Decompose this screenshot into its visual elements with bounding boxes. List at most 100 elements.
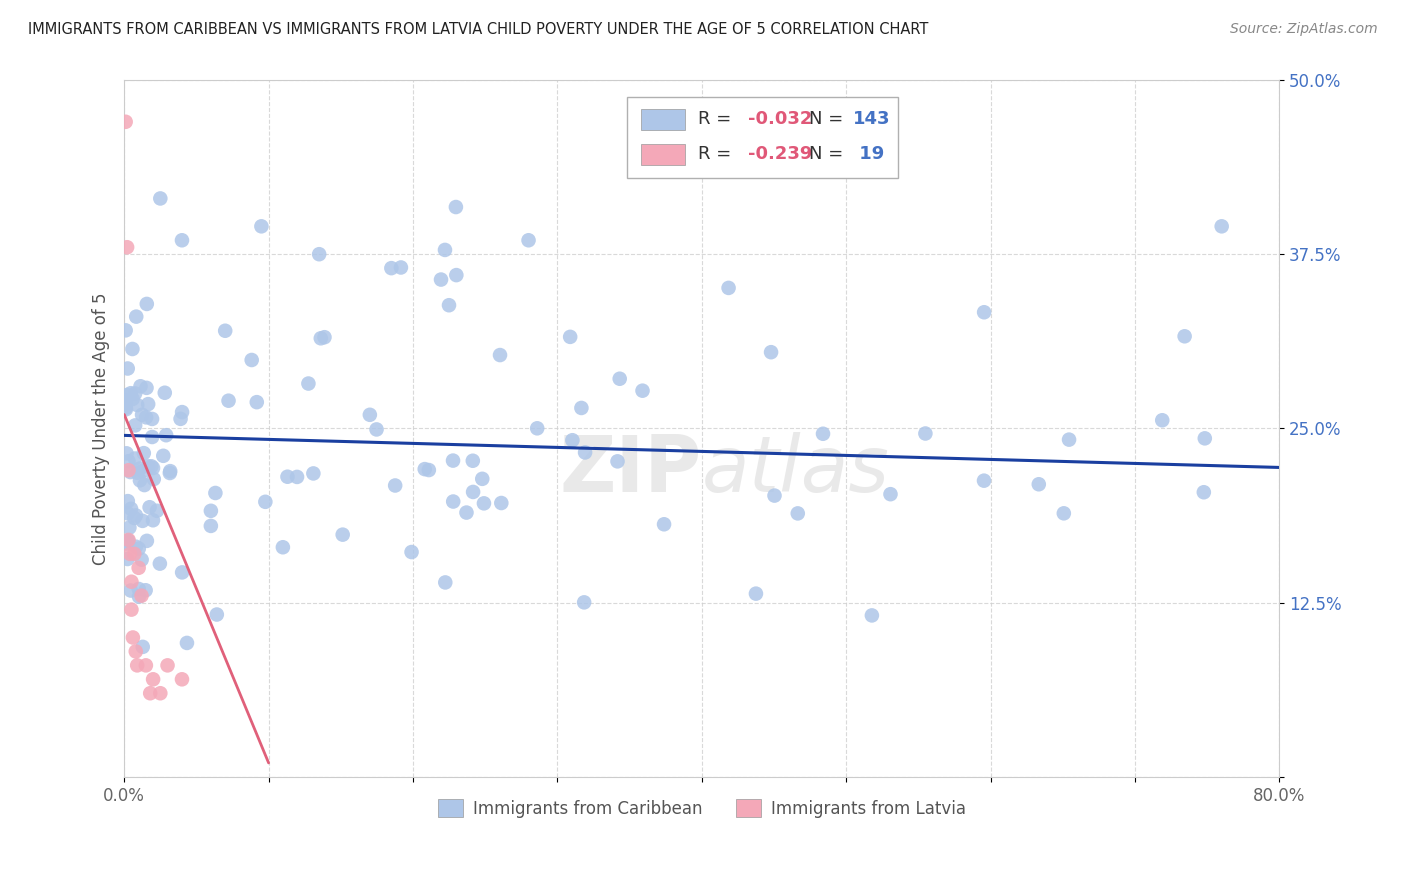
Point	[129, 379, 152, 393]
Point	[240, 353, 263, 368]
Point	[526, 421, 548, 435]
Point	[155, 428, 177, 442]
Point	[136, 459, 159, 474]
Point	[308, 247, 330, 261]
Point	[135, 381, 157, 395]
Point	[446, 268, 468, 282]
Text: R =: R =	[699, 110, 737, 128]
Point	[214, 324, 236, 338]
Point	[152, 449, 174, 463]
Point	[1057, 433, 1080, 447]
Point	[1028, 477, 1050, 491]
Point	[127, 398, 149, 412]
Point	[1211, 219, 1233, 234]
Text: atlas: atlas	[702, 433, 890, 508]
Point	[571, 401, 593, 415]
Text: -0.032: -0.032	[748, 110, 813, 128]
Point	[124, 418, 146, 433]
Point	[127, 466, 149, 480]
Point	[914, 426, 936, 441]
Point	[1194, 431, 1216, 445]
Point	[389, 260, 412, 275]
Point	[118, 520, 141, 534]
Point	[461, 485, 484, 500]
Point	[117, 534, 139, 549]
Point	[141, 412, 163, 426]
Point	[125, 310, 148, 324]
Point	[609, 372, 631, 386]
Point	[430, 272, 453, 286]
Point	[149, 686, 172, 700]
FancyBboxPatch shape	[641, 145, 685, 165]
Text: R =: R =	[699, 145, 737, 163]
Point	[380, 261, 402, 276]
Point	[114, 115, 136, 129]
Point	[115, 402, 138, 417]
Point	[359, 408, 381, 422]
Point	[131, 514, 153, 528]
FancyBboxPatch shape	[627, 97, 898, 178]
Text: -0.239: -0.239	[748, 145, 813, 163]
Point	[120, 583, 142, 598]
Point	[122, 631, 145, 645]
Point	[142, 461, 165, 475]
Point	[879, 487, 901, 501]
Point	[127, 658, 149, 673]
Point	[135, 658, 157, 673]
Point	[811, 426, 834, 441]
Text: N =: N =	[810, 145, 849, 163]
Point	[973, 305, 995, 319]
Point	[314, 330, 336, 344]
Point	[117, 507, 139, 521]
Point	[652, 517, 675, 532]
Point	[138, 500, 160, 515]
Point	[124, 547, 146, 561]
Point	[366, 422, 388, 436]
Point	[129, 473, 152, 487]
Point	[572, 595, 595, 609]
Point	[200, 519, 222, 533]
Point	[136, 397, 159, 411]
Point	[115, 536, 138, 550]
Y-axis label: Child Poverty Under the Age of 5: Child Poverty Under the Age of 5	[93, 293, 110, 565]
Point	[121, 342, 143, 356]
Point	[114, 393, 136, 408]
Point	[413, 462, 436, 476]
Point	[254, 495, 277, 509]
Point	[125, 508, 148, 523]
Point	[125, 644, 148, 658]
Point	[1174, 329, 1197, 343]
Point	[131, 552, 153, 566]
Point	[135, 297, 157, 311]
Point	[461, 454, 484, 468]
Point	[117, 533, 139, 547]
Point	[115, 388, 138, 402]
Point	[141, 459, 163, 474]
Point	[170, 233, 193, 247]
Point	[332, 527, 354, 541]
Point	[491, 496, 513, 510]
Point	[117, 494, 139, 508]
Point	[121, 392, 143, 406]
Point	[159, 464, 181, 478]
Point	[169, 412, 191, 426]
Text: 19: 19	[853, 145, 884, 163]
Point	[120, 602, 142, 616]
Point	[745, 587, 768, 601]
Point	[153, 385, 176, 400]
Point	[441, 453, 464, 467]
Point	[384, 478, 406, 492]
Point	[120, 386, 142, 401]
Point	[114, 401, 136, 415]
Point	[132, 640, 155, 654]
Point	[606, 454, 628, 468]
Point	[471, 472, 494, 486]
Point	[717, 281, 740, 295]
Point	[441, 494, 464, 508]
Point	[117, 533, 139, 548]
Point	[114, 323, 136, 337]
Point	[135, 533, 157, 548]
Point	[128, 582, 150, 596]
Point	[763, 489, 786, 503]
Point	[139, 686, 162, 700]
